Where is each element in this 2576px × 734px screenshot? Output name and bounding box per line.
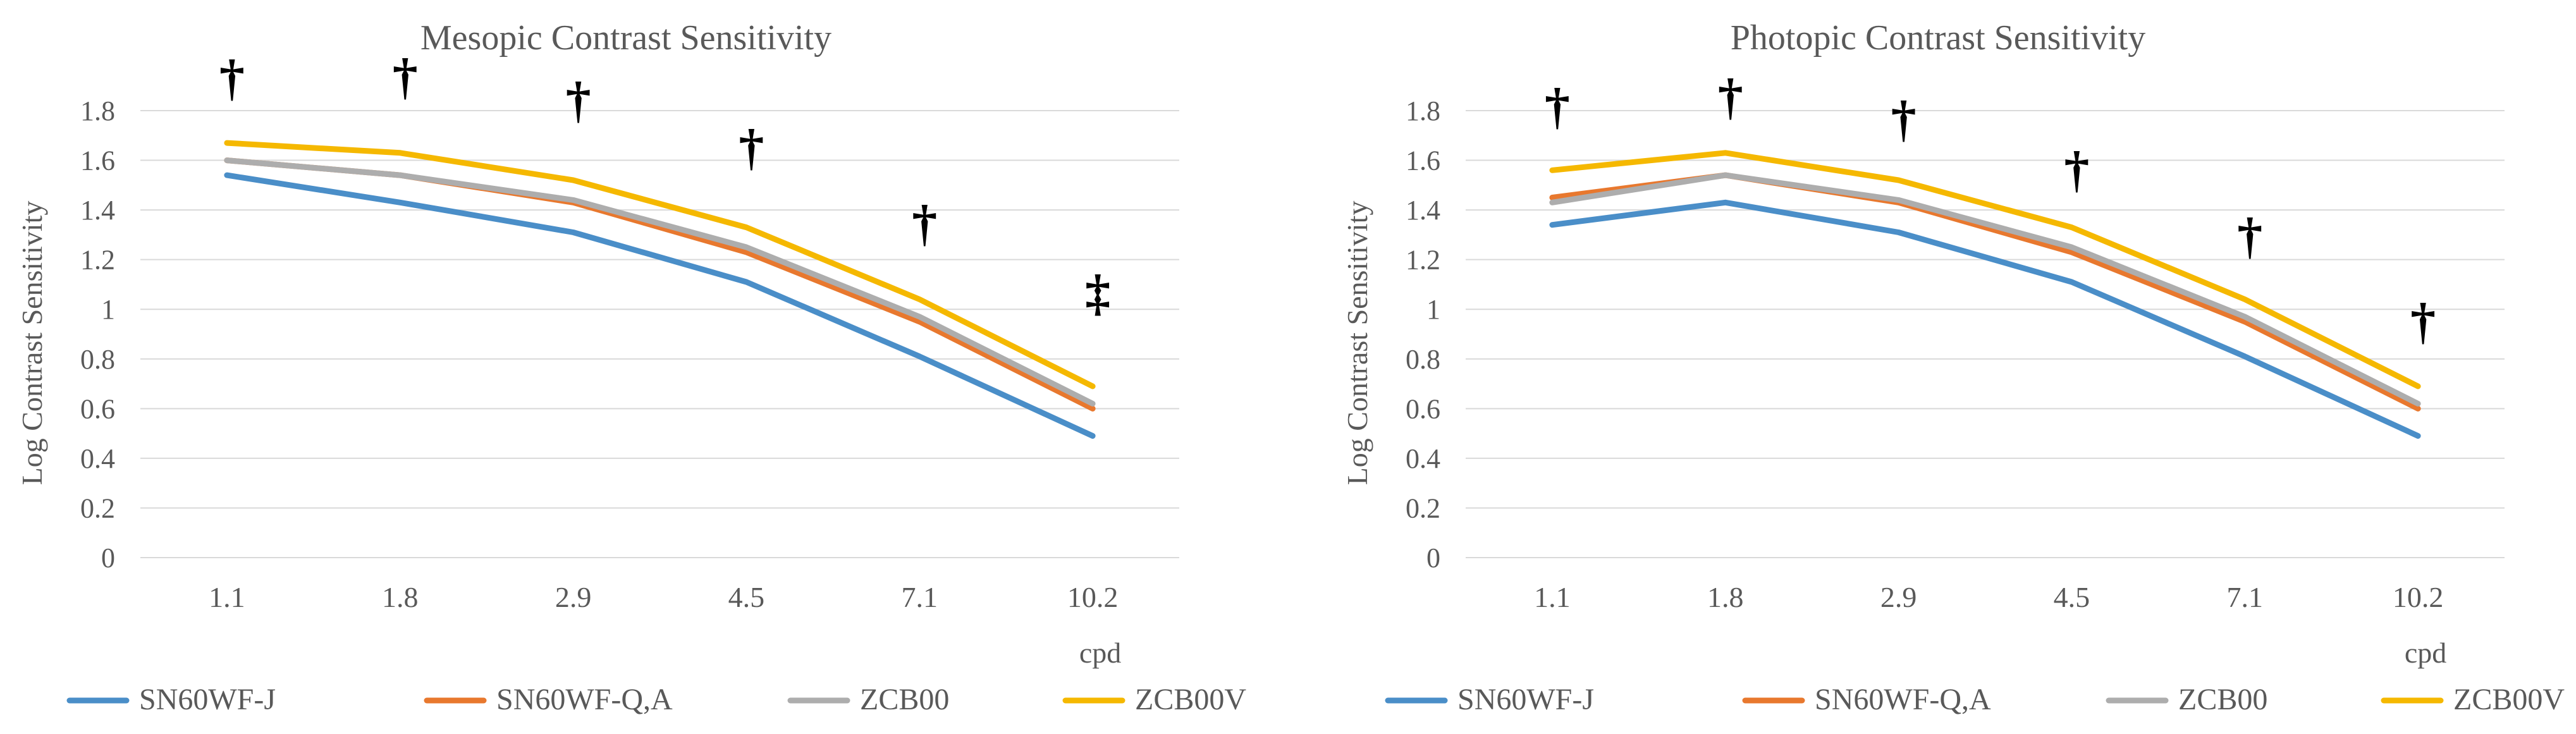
x-tick-label: 7.1 [2227,581,2264,613]
legend-item: SN60WF-J [1385,683,1594,716]
y-tick-label: 0.8 [1406,344,1440,375]
legend-item: SN60WF-Q,A [424,683,673,716]
x-tick-label: 2.9 [555,581,592,613]
legend-item: ZCB00 [787,683,949,716]
series-line-zcb00v [224,140,1096,389]
series-line-zcb00v [1549,150,2421,389]
y-tick-label: 1.2 [1406,245,1440,276]
y-tick-label: 1.2 [80,245,115,276]
significance-marker: † [393,49,418,105]
significance-marker: † [219,51,245,106]
legend-label: SN60WF-J [139,683,276,716]
y-tick-label: 0 [1426,542,1440,573]
y-tick-label: 1.8 [80,95,115,126]
x-tick-label: 1.1 [209,581,245,613]
legend-item: ZCB00V [1062,683,1246,716]
x-tick-label: 7.1 [902,581,938,613]
y-tick-label: 1 [1426,294,1440,325]
y-tick-label: 1.6 [1406,145,1440,176]
significance-marker: ‡ [1085,266,1110,321]
x-tick-label: 1.1 [1534,581,1571,613]
series-line-sn60wf-j [1549,199,2421,439]
legend-item: ZCB00V [2381,683,2565,716]
x-tick-label: 1.8 [1707,581,1744,613]
chart-title: Photopic Contrast Sensitivity [1731,18,2145,58]
series-line-zcb00 [1549,172,2421,407]
significance-marker: † [566,73,591,128]
x-axis-label: cpd [2405,637,2446,669]
legend-label: SN60WF-Q,A [496,683,673,716]
x-tick-label: 1.8 [382,581,419,613]
legend-label: SN60WF-J [1457,683,1594,716]
y-tick-label: 0.6 [1406,393,1440,424]
y-tick-label: 0.6 [80,393,115,424]
significance-marker: † [1718,70,1743,125]
legend-item: SN60WF-J [66,683,276,716]
y-tick-label: 1.8 [1406,95,1440,126]
y-axis-label: Log Contrast Sensitivity [16,201,48,486]
y-tick-label: 0.8 [80,344,115,375]
legend-label: SN60WF-Q,A [1815,683,1991,716]
significance-marker: † [1545,79,1570,135]
legend-label: ZCB00 [860,683,949,716]
series-line-sn60wf-j [224,172,1096,439]
y-tick-label: 1.4 [1406,195,1440,226]
significance-marker: † [912,196,937,252]
significance-marker: † [2410,294,2436,350]
x-tick-label: 2.9 [1880,581,1917,613]
y-tick-label: 0.4 [1406,443,1440,474]
legend-label: ZCB00 [2178,683,2267,716]
significance-marker: † [739,120,764,176]
x-tick-label: 4.5 [2054,581,2090,613]
significance-marker: † [1891,92,1917,147]
x-tick-label: 4.5 [728,581,765,613]
chart-1: Mesopic Contrast Sensitivity 0 0.2 0.4 0.6 0.… [16,18,1246,716]
y-axis-label: Log Contrast Sensitivity [1341,201,1373,486]
legend-item: ZCB00 [2106,683,2267,716]
y-tick-label: 0.2 [1406,492,1440,523]
significance-marker: † [2064,142,2089,198]
y-tick-label: 0.2 [80,492,115,523]
y-tick-label: 1 [101,294,115,325]
chart-title: Mesopic Contrast Sensitivity [420,18,831,58]
y-tick-label: 1.4 [80,195,115,226]
x-axis-label: cpd [1079,637,1121,669]
legend-item: SN60WF-Q,A [1742,683,1991,716]
y-tick-label: 1.6 [80,145,115,176]
legend-label: ZCB00V [2453,683,2565,716]
y-tick-label: 0 [101,542,115,573]
x-tick-label: 10.2 [1067,581,1119,613]
legend-label: ZCB00V [1135,683,1246,716]
x-tick-label: 10.2 [2393,581,2444,613]
series-line-zcb00 [224,157,1096,407]
significance-marker: † [2237,209,2262,264]
chart-2: Photopic Contrast Sensitivity 0 0.2 0.4 0.6 0… [1341,18,2565,716]
y-tick-label: 0.4 [80,443,115,474]
